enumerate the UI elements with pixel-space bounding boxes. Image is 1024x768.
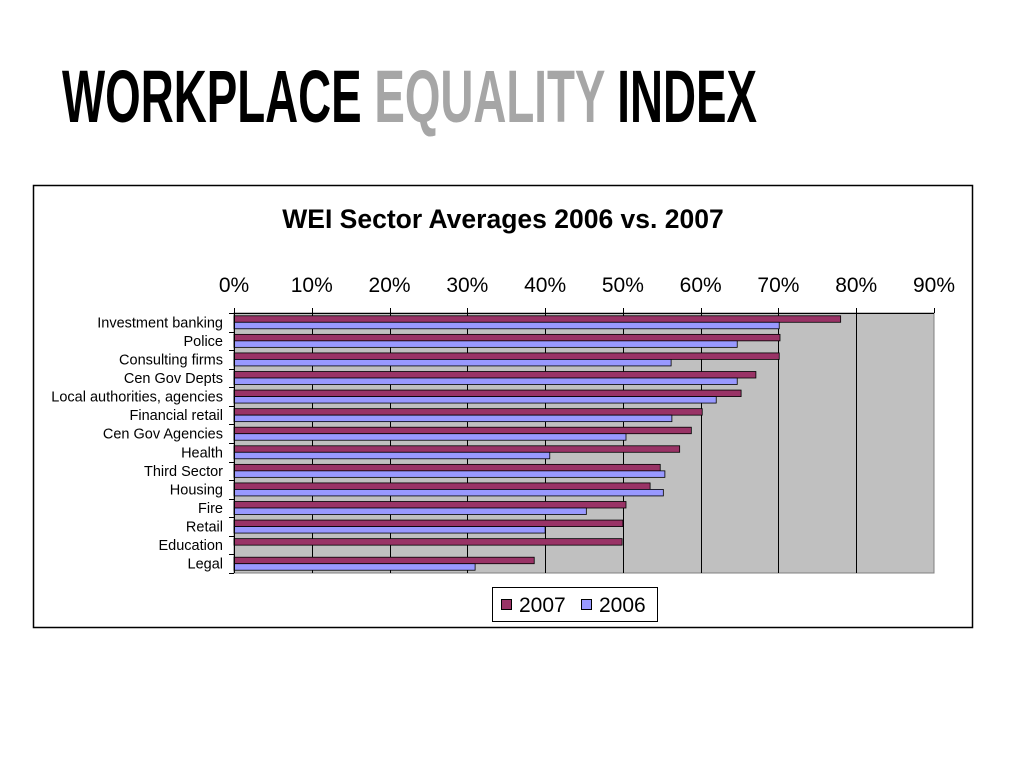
legend-swatch-2007: [501, 599, 512, 610]
bar-2006-retail: [233, 526, 546, 534]
slide-title: WORKPLACE EQUALITY INDEX: [62, 55, 757, 138]
bar-2007-education: [233, 538, 623, 546]
x-tick-label: 10%: [291, 274, 333, 297]
category-label-third-sector: Third Sector: [144, 464, 223, 480]
bars: [233, 315, 842, 571]
bar-2007-third-sector: [233, 463, 661, 472]
bar-2006-local-authorities-agencies: [233, 396, 717, 404]
title-word-equality: EQUALITY: [374, 55, 605, 138]
bar-2006-consulting-firms: [233, 359, 672, 367]
category-label-police: Police: [184, 334, 224, 350]
title-word-workplace: WORKPLACE: [62, 55, 362, 138]
x-tick-label: 20%: [369, 274, 411, 297]
x-tick-label: 70%: [757, 274, 799, 297]
bar-2007-fire: [233, 501, 627, 509]
legend-label-2007: 2007: [519, 594, 566, 617]
plot-area: [233, 312, 935, 574]
bar-2007-legal: [233, 556, 535, 565]
bar-2007-retail: [233, 519, 624, 527]
bar-2007-consulting-firms: [233, 352, 780, 360]
category-label-cen-gov-agencies: Cen Gov Agencies: [103, 427, 223, 443]
x-tick-label: 80%: [835, 274, 877, 297]
category-label-financial-retail: Financial retail: [130, 408, 224, 424]
bar-2007-investment-banking: [233, 315, 842, 323]
bar-2006-health: [233, 451, 551, 460]
bar-2006-fire: [233, 507, 587, 515]
category-label-health: Health: [181, 445, 223, 461]
bar-2007-local-authorities-agencies: [233, 389, 742, 397]
title-word-index: INDEX: [617, 55, 757, 138]
bar-2006-financial-retail: [233, 414, 673, 423]
category-label-legal: Legal: [188, 557, 223, 573]
x-tick-labels: 0% 10% 20% 30% 40% 50% 60% 70% 80% 90%: [219, 274, 955, 297]
chart-title: WEI Sector Averages 2006 vs. 2007: [282, 204, 723, 234]
category-label-housing: Housing: [170, 482, 223, 498]
x-tick-label: 90%: [913, 274, 955, 297]
category-label-retail: Retail: [186, 520, 223, 536]
bar-2006-housing: [233, 489, 664, 497]
bar-2006-investment-banking: [233, 321, 780, 330]
x-tick-label: 40%: [524, 274, 566, 297]
bar-2007-cen-gov-agencies: [233, 426, 692, 435]
category-label-investment-banking: Investment banking: [97, 315, 223, 331]
x-tick-label: 0%: [219, 274, 249, 297]
legend-box: [492, 587, 658, 622]
legend-swatch-2006: [581, 599, 592, 610]
axes: [229, 308, 935, 574]
bar-2006-cen-gov-depts: [233, 377, 738, 385]
legend: 2007 2006: [492, 587, 658, 622]
bar-2007-cen-gov-depts: [233, 371, 757, 379]
category-label-fire: Fire: [198, 501, 223, 517]
chart: WEI Sector Averages 2006 vs. 2007 0% 10% 2…: [32, 184, 974, 629]
x-tick-label: 50%: [602, 274, 644, 297]
bar-2006-cen-gov-agencies: [233, 433, 627, 441]
bar-2006-police: [233, 340, 738, 348]
bar-2006-legal: [233, 563, 476, 571]
bar-2006-third-sector: [233, 470, 666, 478]
legend-label-2006: 2006: [599, 594, 646, 617]
bar-2007-financial-retail: [233, 408, 703, 416]
bar-2007-housing: [233, 482, 651, 490]
category-label-local-authorities-agencies: Local authorities, agencies: [51, 390, 223, 406]
x-tick-label: 30%: [446, 274, 488, 297]
category-label-cen-gov-depts: Cen Gov Depts: [124, 371, 223, 387]
bar-2007-health: [233, 445, 681, 453]
category-labels: Investment banking Police Consulting firms…: [51, 315, 223, 572]
category-label-education: Education: [159, 538, 224, 554]
bar-2007-police: [233, 333, 781, 342]
x-tick-label: 60%: [680, 274, 722, 297]
category-label-consulting-firms: Consulting firms: [119, 352, 223, 368]
